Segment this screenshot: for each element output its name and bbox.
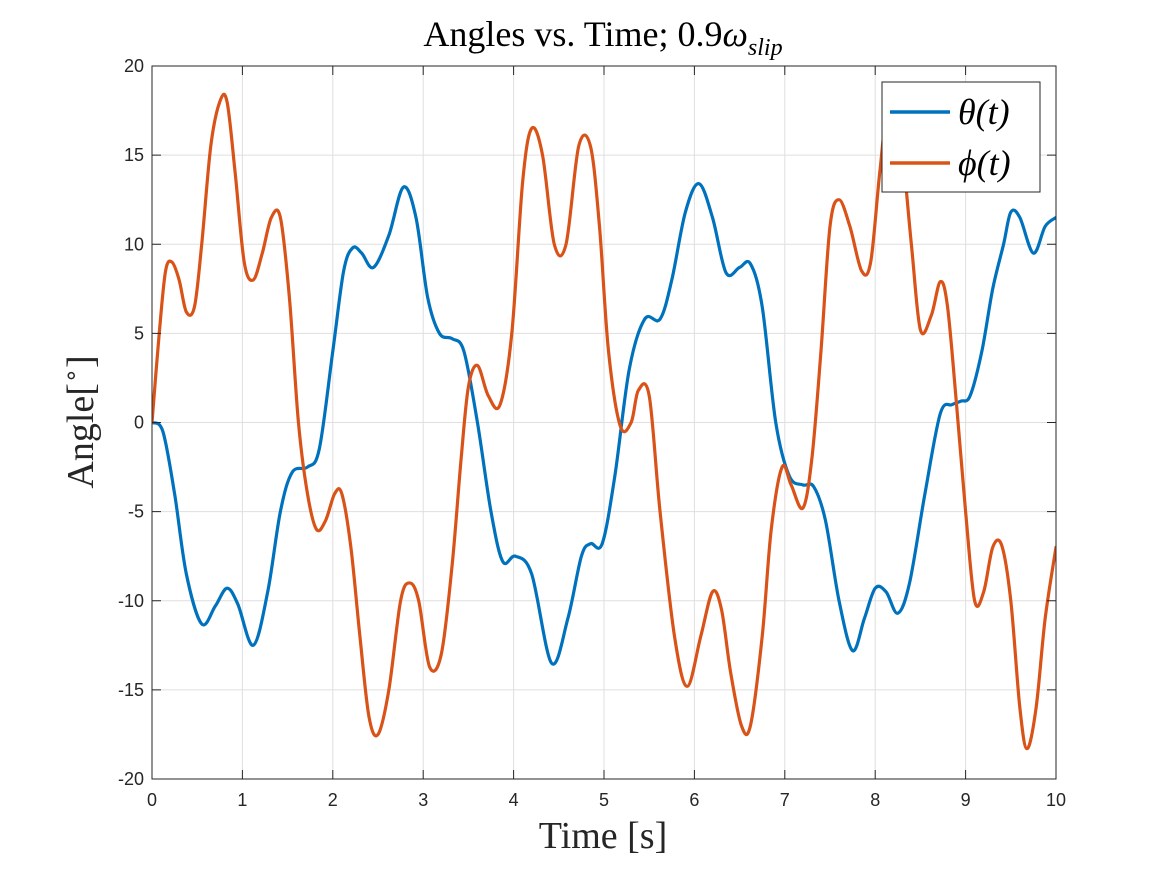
x-tick-label: 9	[961, 790, 971, 810]
x-tick-label: 6	[689, 790, 699, 810]
y-axis-label-degree: ∘	[59, 368, 85, 383]
y-tick-label: 20	[124, 56, 144, 76]
x-tick-label: 7	[780, 790, 790, 810]
x-tick-label: 4	[509, 790, 519, 810]
chart-title-main: Angles vs. Time; 0.9	[423, 14, 722, 54]
x-axis-label: Time [s]	[539, 815, 667, 857]
chart-title-omega: ω	[722, 14, 747, 54]
y-tick-label: 15	[124, 145, 144, 165]
y-tick-label: 0	[134, 413, 144, 433]
y-axis-label: Angle[∘]	[59, 355, 102, 488]
x-tick-label: 2	[328, 790, 338, 810]
y-axis-label-main: Angle[	[60, 383, 102, 489]
y-axis-label-close: ]	[60, 355, 102, 368]
x-tick-label: 5	[599, 790, 609, 810]
series-line-phi	[152, 92, 1056, 751]
chart-title: Angles vs. Time; 0.9ωslip	[423, 14, 782, 61]
tick-labels: 0 1 2 3 4 5 6 7 8 9 10 -20 -15 -10 -5 0 5 10 15 20	[118, 56, 1066, 810]
legend: θ(t) ϕ(t)	[881, 81, 1041, 193]
series-line-theta	[152, 182, 1056, 666]
legend-box	[881, 81, 1041, 193]
y-tick-label: -10	[118, 591, 144, 611]
y-tick-label: -5	[128, 502, 144, 522]
x-tick-label: 0	[147, 790, 157, 810]
y-tick-label: 5	[134, 323, 144, 343]
series-layer	[152, 92, 1056, 751]
y-tick-label: 10	[124, 234, 144, 254]
x-tick-label: 10	[1046, 790, 1066, 810]
x-tick-label: 8	[870, 790, 880, 810]
x-tick-label: 3	[418, 790, 428, 810]
legend-label-phi: ϕ(t)	[958, 143, 1011, 183]
legend-label-theta: θ(t)	[958, 92, 1010, 132]
y-tick-label: -15	[118, 680, 144, 700]
x-tick-label: 1	[237, 790, 247, 810]
ticks	[151, 65, 1057, 780]
chart-title-subscript: slip	[748, 35, 783, 61]
y-tick-label: -20	[118, 769, 144, 789]
